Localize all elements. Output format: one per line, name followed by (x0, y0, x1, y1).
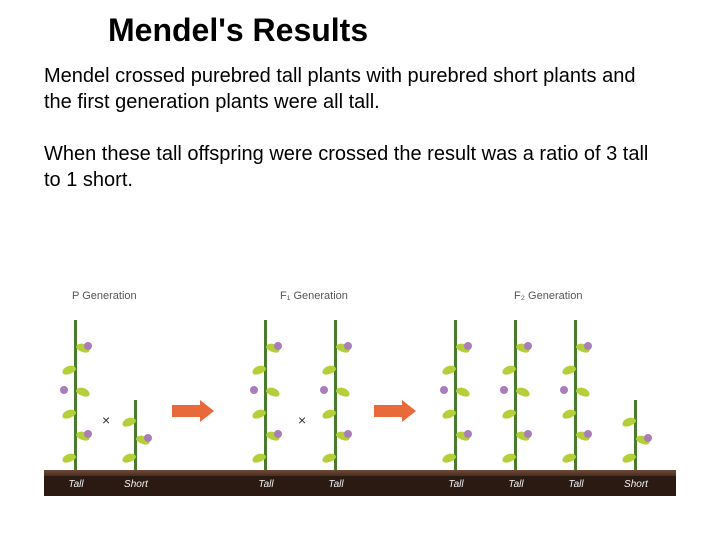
plant-label-4: Tall (436, 479, 476, 490)
plant-4 (444, 320, 468, 470)
plant-label-0: Tall (56, 479, 96, 490)
plant-7 (624, 400, 648, 470)
plant-label-6: Tall (556, 479, 596, 490)
generation-label-p: P Generation (72, 290, 137, 302)
generation-label-f2: F₂ Generation (514, 290, 582, 302)
plant-label-5: Tall (496, 479, 536, 490)
paragraph-1: Mendel crossed purebred tall plants with… (0, 57, 720, 121)
arrow-0 (172, 400, 214, 422)
mendel-diagram: P Generation F₁ Generation F₂ Generation Ta… (44, 282, 676, 516)
plant-2 (254, 320, 278, 470)
plant-6 (564, 320, 588, 470)
plant-1 (124, 400, 148, 470)
cross-symbol-1: × (298, 412, 306, 428)
plant-0 (64, 320, 88, 470)
plant-5 (504, 320, 528, 470)
page-title: Mendel's Results (0, 0, 720, 57)
plant-label-2: Tall (246, 479, 286, 490)
paragraph-2: When these tall offspring were crossed t… (0, 135, 720, 199)
plant-label-7: Short (616, 479, 656, 490)
generation-label-f1: F₁ Generation (280, 290, 348, 302)
plant-3 (324, 320, 348, 470)
plant-label-3: Tall (316, 479, 356, 490)
plant-label-1: Short (116, 479, 156, 490)
cross-symbol-0: × (102, 412, 110, 428)
arrow-1 (374, 400, 416, 422)
